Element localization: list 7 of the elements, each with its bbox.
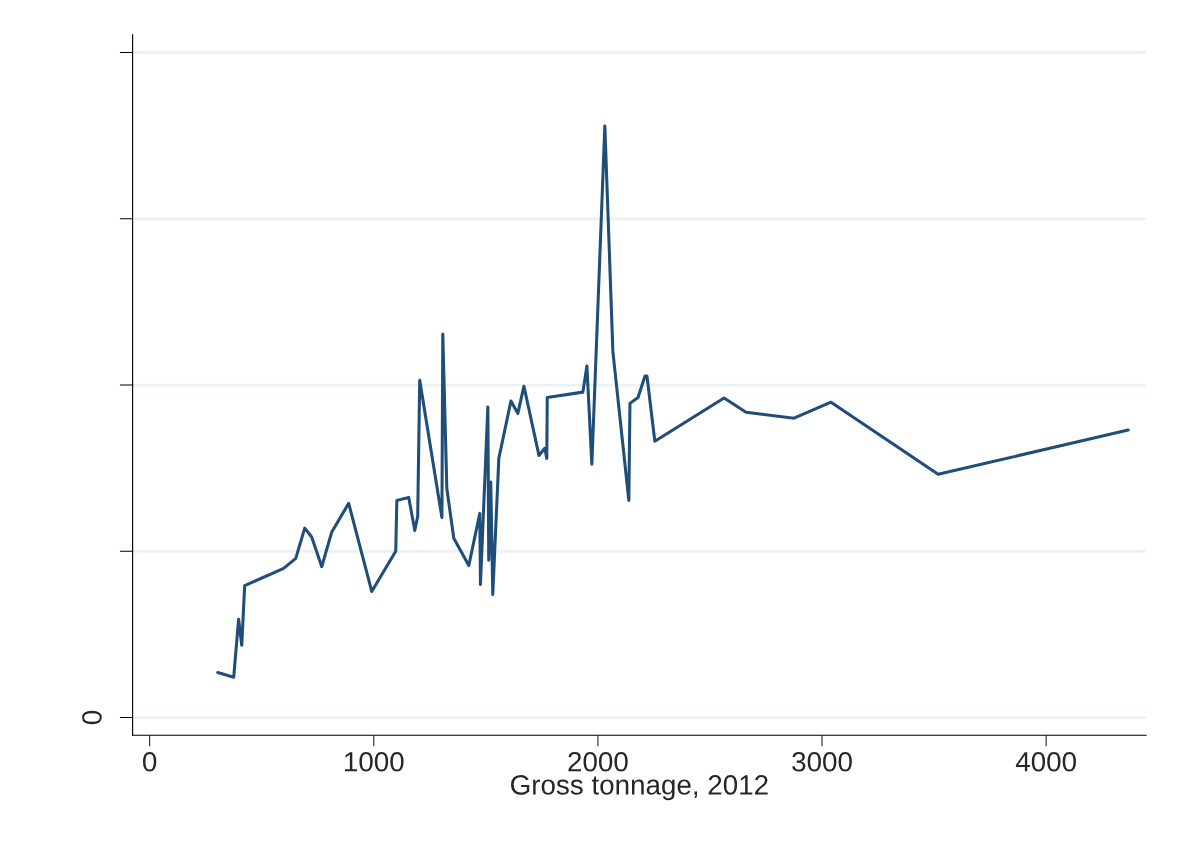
x-axis-title: Gross tonnage, 2012 [511,775,768,801]
x-tick-label: 1000 [344,751,404,772]
x-tick-label: 4000 [1015,751,1076,772]
x-tick-label: 0 [143,751,157,772]
x-tick-label: 2000 [568,751,628,772]
x-tick-label: 3000 [792,751,852,772]
ref-line-label: 0 [82,710,102,725]
